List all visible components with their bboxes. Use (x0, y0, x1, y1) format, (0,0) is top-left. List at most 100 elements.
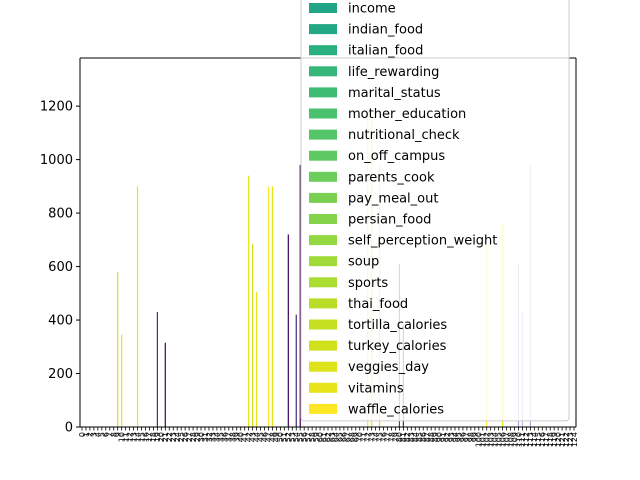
x-tick-label: 68 (348, 432, 357, 442)
x-tick-label: 34 (213, 432, 222, 442)
legend-label: tortilla_calories (348, 318, 447, 333)
x-tick-label: 77 (383, 432, 392, 442)
x-tick-label: 115 (534, 432, 543, 447)
legend-swatch (309, 171, 337, 182)
y-tick-label: 400 (48, 314, 73, 329)
legend-label: pay_meal_out (348, 191, 438, 206)
x-tick-label: 11 (121, 432, 130, 442)
x-tick-label: 79 (391, 432, 400, 442)
x-tick-label: 55 (296, 432, 305, 442)
bar-14 (136, 186, 139, 427)
y-tick-label: 800 (48, 207, 73, 222)
x-tick-label: 86 (419, 432, 428, 442)
x-tick-label: 99 (471, 432, 480, 442)
x-tick-label: 1 (82, 432, 91, 437)
legend-swatch (309, 129, 337, 140)
x-tick-label: 85 (415, 432, 424, 442)
bar-10 (121, 334, 123, 427)
x-tick-label: 17 (145, 432, 154, 442)
legend-label: soup (348, 255, 379, 270)
x-tick-label: 19 (153, 432, 162, 442)
x-tick-label: 113 (526, 432, 535, 447)
bar-19 (156, 312, 158, 427)
x-tick-label: 119 (550, 432, 559, 447)
y-tick-label: 0 (65, 421, 73, 436)
legend-box (300, 0, 570, 422)
x-tick-label: 67 (344, 432, 353, 442)
legend-swatch (309, 319, 337, 330)
x-tick-label: 9 (114, 432, 123, 437)
bar-43 (252, 243, 254, 427)
x-tick-label: 82 (403, 432, 412, 442)
x-tick-label: 29 (193, 432, 202, 442)
x-tick-label: 54 (292, 432, 301, 442)
x-tick-label: 112 (522, 432, 531, 447)
legend-label: waffle_calories (348, 402, 444, 417)
x-tick-label: 111 (518, 432, 527, 447)
y-tick-label: 1200 (40, 100, 73, 115)
y-tick-label: 600 (48, 260, 73, 275)
legend-label: nutritional_check (348, 128, 460, 143)
x-tick-label: 23 (169, 432, 178, 442)
x-tick-label: 76 (379, 432, 388, 442)
x-tick-label: 18 (149, 432, 158, 442)
x-tick-label: 120 (554, 432, 563, 447)
x-axis-ticks: 0123456789101112131415161718192021222324… (78, 427, 579, 447)
x-tick-label: 24 (173, 432, 182, 442)
x-tick-label: 12 (125, 432, 134, 442)
legend-label: parents_cook (348, 170, 435, 185)
x-tick-label: 14 (133, 432, 142, 442)
x-tick-label: 73 (367, 432, 376, 442)
x-tick-label: 87 (423, 432, 432, 442)
bar-21 (164, 342, 166, 427)
x-tick-label: 38 (229, 432, 238, 442)
x-tick-label: 44 (252, 432, 261, 442)
x-tick-label: 59 (312, 432, 321, 442)
legend-swatch (309, 256, 337, 267)
x-tick-label: 36 (221, 432, 230, 442)
legend-label: veggies_day (348, 360, 429, 375)
legend-swatch (309, 382, 337, 393)
legend-swatch (309, 298, 337, 309)
legend-swatch (309, 66, 337, 77)
x-tick-label: 33 (209, 432, 218, 442)
x-tick-label: 90 (435, 432, 444, 442)
x-tick-label: 118 (546, 432, 555, 447)
x-tick-label: 72 (363, 432, 372, 442)
x-tick-label: 70 (356, 432, 365, 442)
x-tick-label: 3 (90, 432, 99, 437)
x-tick-label: 0 (78, 432, 87, 437)
legend-label: persian_food (348, 213, 431, 228)
bar-52 (287, 234, 289, 427)
x-tick-label: 10 (117, 432, 126, 442)
x-tick-label: 56 (300, 432, 309, 442)
x-tick-label: 45 (256, 432, 265, 442)
legend-swatch (309, 403, 337, 414)
x-tick-label: 57 (304, 432, 313, 442)
legend-swatch (309, 87, 337, 98)
x-tick-label: 2 (86, 432, 95, 437)
x-tick-label: 4 (94, 432, 103, 437)
legend-swatch (309, 108, 337, 119)
legend-swatch (309, 150, 337, 161)
legend-label: vitamins (348, 381, 404, 396)
x-tick-label: 7 (106, 432, 115, 437)
x-tick-label: 107 (502, 432, 511, 447)
x-tick-label: 117 (542, 432, 551, 447)
x-tick-label: 98 (467, 432, 476, 442)
legend-label: sports (348, 276, 388, 291)
legend: income indian_food italian_food life_reward… (300, 0, 570, 422)
x-tick-label: 50 (276, 432, 285, 442)
x-tick-label: 75 (375, 432, 384, 442)
x-tick-label: 35 (217, 432, 226, 442)
bar-48 (271, 186, 274, 427)
x-tick-label: 78 (387, 432, 396, 442)
x-tick-label: 100 (475, 432, 484, 447)
legend-swatch (309, 361, 337, 372)
x-tick-label: 30 (197, 432, 206, 442)
x-tick-label: 48 (268, 432, 277, 442)
x-tick-label: 110 (514, 432, 523, 447)
x-tick-label: 8 (110, 432, 119, 437)
legend-label: mother_education (348, 107, 466, 122)
x-tick-label: 6 (102, 432, 111, 437)
